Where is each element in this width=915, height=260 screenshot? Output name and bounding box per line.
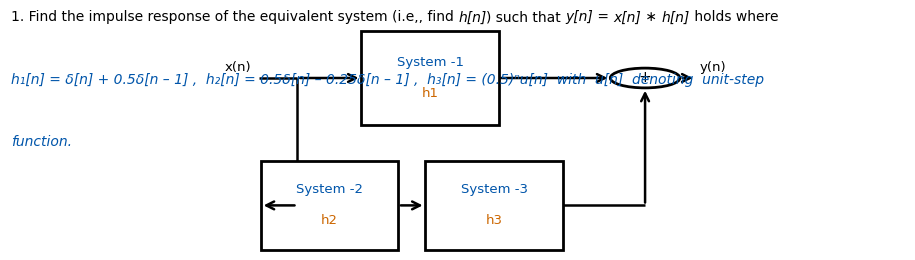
Text: holds where: holds where bbox=[690, 10, 779, 24]
Text: h₁[n] = δ[n] + 0.5δ[n – 1] ,  h₂[n] = 0.5δ[n] – 0.25δ[n – 1] ,  h₃[n] = (0.5)ⁿu[: h₁[n] = δ[n] + 0.5δ[n – 1] , h₂[n] = 0.5… bbox=[11, 73, 764, 87]
Text: 1. Find the impulse response of the equivalent system (i.e,, find: 1. Find the impulse response of the equi… bbox=[11, 10, 458, 24]
Text: System -3: System -3 bbox=[460, 183, 528, 196]
Text: h1: h1 bbox=[422, 87, 438, 100]
Text: System -1: System -1 bbox=[396, 56, 464, 69]
Bar bbox=[425, 161, 563, 250]
Text: h[n]: h[n] bbox=[662, 10, 690, 24]
Text: =: = bbox=[593, 10, 614, 24]
Text: x(n): x(n) bbox=[224, 61, 251, 74]
Text: ∗: ∗ bbox=[641, 10, 662, 24]
Text: y[n]: y[n] bbox=[565, 10, 593, 24]
Text: +: + bbox=[639, 70, 651, 86]
Bar bbox=[361, 31, 499, 125]
Text: System -2: System -2 bbox=[296, 183, 363, 196]
Text: ) such that: ) such that bbox=[487, 10, 565, 24]
Text: y(n): y(n) bbox=[700, 61, 727, 74]
Text: h2: h2 bbox=[321, 214, 338, 228]
Text: function.: function. bbox=[11, 135, 72, 149]
Text: h[n]: h[n] bbox=[458, 10, 487, 24]
Text: h3: h3 bbox=[486, 214, 502, 228]
Bar bbox=[261, 161, 398, 250]
Text: x[n]: x[n] bbox=[614, 10, 641, 24]
Circle shape bbox=[610, 68, 680, 88]
